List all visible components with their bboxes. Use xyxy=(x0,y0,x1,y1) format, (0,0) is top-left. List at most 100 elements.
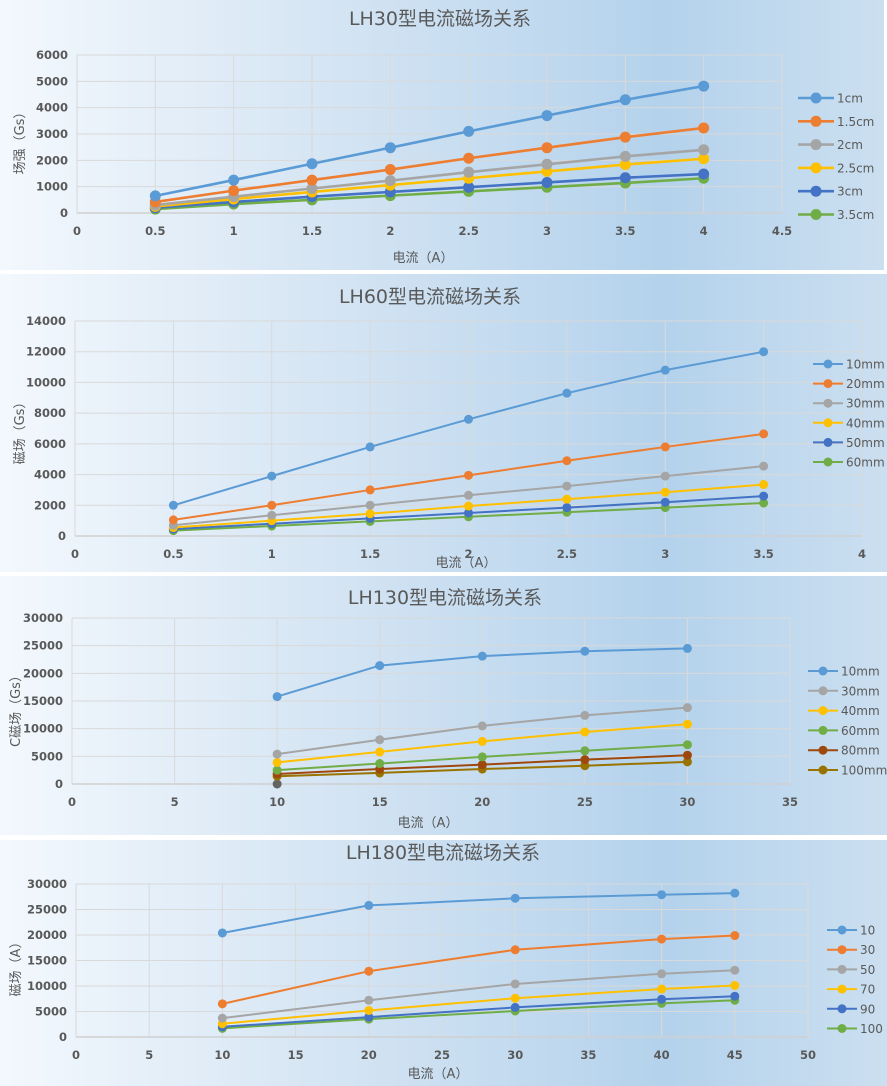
legend-label: 3.5cm xyxy=(837,208,874,222)
legend-label: 30mm xyxy=(841,684,880,698)
data-point xyxy=(464,470,473,480)
data-point xyxy=(365,509,375,519)
x-tick-label: 0 xyxy=(71,547,79,561)
data-point xyxy=(463,181,475,193)
data-point xyxy=(228,185,240,197)
y-tick-label: 25000 xyxy=(27,903,67,917)
legend-item: 20mm xyxy=(813,377,885,391)
series-10 xyxy=(217,888,740,938)
y-axis-label: 磁场（Gs） xyxy=(13,396,28,465)
x-axis-label: 电流（A） xyxy=(393,251,454,266)
data-point xyxy=(759,480,769,490)
legend-label: 10 xyxy=(860,924,875,938)
legend-item: 3.5cm xyxy=(798,208,874,222)
data-point xyxy=(168,515,178,525)
data-point xyxy=(562,456,572,466)
chart-panel-lh130 xyxy=(0,576,887,835)
y-tick-label: 15000 xyxy=(23,694,63,708)
series-40mm xyxy=(272,719,692,767)
data-point xyxy=(375,747,385,757)
series-line xyxy=(222,934,735,1005)
data-point xyxy=(510,1002,520,1012)
legend-marker xyxy=(810,115,822,127)
data-point xyxy=(541,176,553,188)
series-1.5cm xyxy=(149,122,710,208)
data-point xyxy=(580,727,590,737)
y-tick-label: 2000 xyxy=(36,153,68,167)
data-point xyxy=(477,736,487,746)
data-point xyxy=(730,980,740,990)
data-point xyxy=(698,168,710,180)
data-point xyxy=(759,491,769,501)
x-tick-label: 3 xyxy=(543,224,551,238)
x-tick-label: 10 xyxy=(269,795,285,809)
data-point xyxy=(510,993,520,1003)
series-1cm xyxy=(149,80,710,202)
legend-marker xyxy=(823,457,833,467)
x-tick-label: 0.5 xyxy=(145,224,165,238)
x-tick-label: 0 xyxy=(73,224,81,238)
series-60mm xyxy=(272,740,692,775)
y-axis-label: 磁场（A） xyxy=(9,936,24,997)
x-tick-label: 2 xyxy=(464,547,472,561)
legend-label: 60mm xyxy=(841,724,880,738)
legend-item: 100 xyxy=(827,1022,883,1036)
data-point xyxy=(510,979,520,989)
data-point xyxy=(759,429,769,439)
data-point xyxy=(364,1012,374,1022)
x-tick-label: 3.5 xyxy=(615,224,635,238)
data-point xyxy=(682,643,692,653)
data-point xyxy=(510,893,520,903)
legend-item: 30mm xyxy=(808,684,880,698)
chart-panel-lh180 xyxy=(0,840,887,1086)
x-tick-label: 30 xyxy=(679,795,695,809)
data-point xyxy=(759,461,769,471)
data-point xyxy=(580,646,590,656)
data-point xyxy=(580,710,590,720)
data-point xyxy=(562,388,572,398)
legend-item: 2.5cm xyxy=(798,161,874,175)
legend-label: 100mm xyxy=(841,764,887,778)
legend: 10mm 30mm 40mm 60mm 80mm 100mm xyxy=(808,665,887,778)
y-tick-label: 5000 xyxy=(31,749,63,763)
x-tick-label: 4 xyxy=(700,224,708,238)
data-point xyxy=(272,757,282,767)
data-point xyxy=(364,966,374,976)
legend-marker xyxy=(810,209,822,220)
legend-marker xyxy=(823,359,833,369)
legend-item: 30 xyxy=(827,943,875,957)
data-point xyxy=(217,1013,227,1023)
data-point xyxy=(463,152,475,164)
legend-marker xyxy=(810,162,822,174)
y-tick-label: 6000 xyxy=(34,437,66,451)
data-point xyxy=(384,142,396,154)
y-tick-label: 30000 xyxy=(27,877,67,891)
legend-label: 40mm xyxy=(841,704,880,718)
data-point xyxy=(267,471,277,481)
legend-label: 1cm xyxy=(837,92,863,106)
data-point xyxy=(657,994,667,1004)
y-tick-label: 8000 xyxy=(34,406,66,420)
data-point xyxy=(228,174,240,186)
x-tick-label: 2 xyxy=(386,224,394,238)
data-point xyxy=(375,759,385,769)
y-tick-label: 15000 xyxy=(27,954,67,968)
series-line xyxy=(155,126,704,204)
data-point xyxy=(730,931,740,941)
series-line xyxy=(155,176,704,211)
legend-marker xyxy=(810,139,822,151)
legend-label: 10mm xyxy=(841,665,880,679)
data-point xyxy=(464,508,473,518)
data-point xyxy=(730,965,740,975)
x-tick-label: 40 xyxy=(654,1048,670,1062)
series-10mm xyxy=(168,347,769,510)
data-point xyxy=(660,487,670,497)
legend-item: 40mm xyxy=(808,704,880,718)
y-tick-label: 5000 xyxy=(36,74,68,88)
legend-item: 40mm xyxy=(813,416,885,430)
legend-marker xyxy=(818,745,828,755)
data-point xyxy=(730,888,740,898)
legend-marker xyxy=(818,666,828,676)
data-point xyxy=(364,1005,374,1015)
data-point xyxy=(682,719,692,729)
